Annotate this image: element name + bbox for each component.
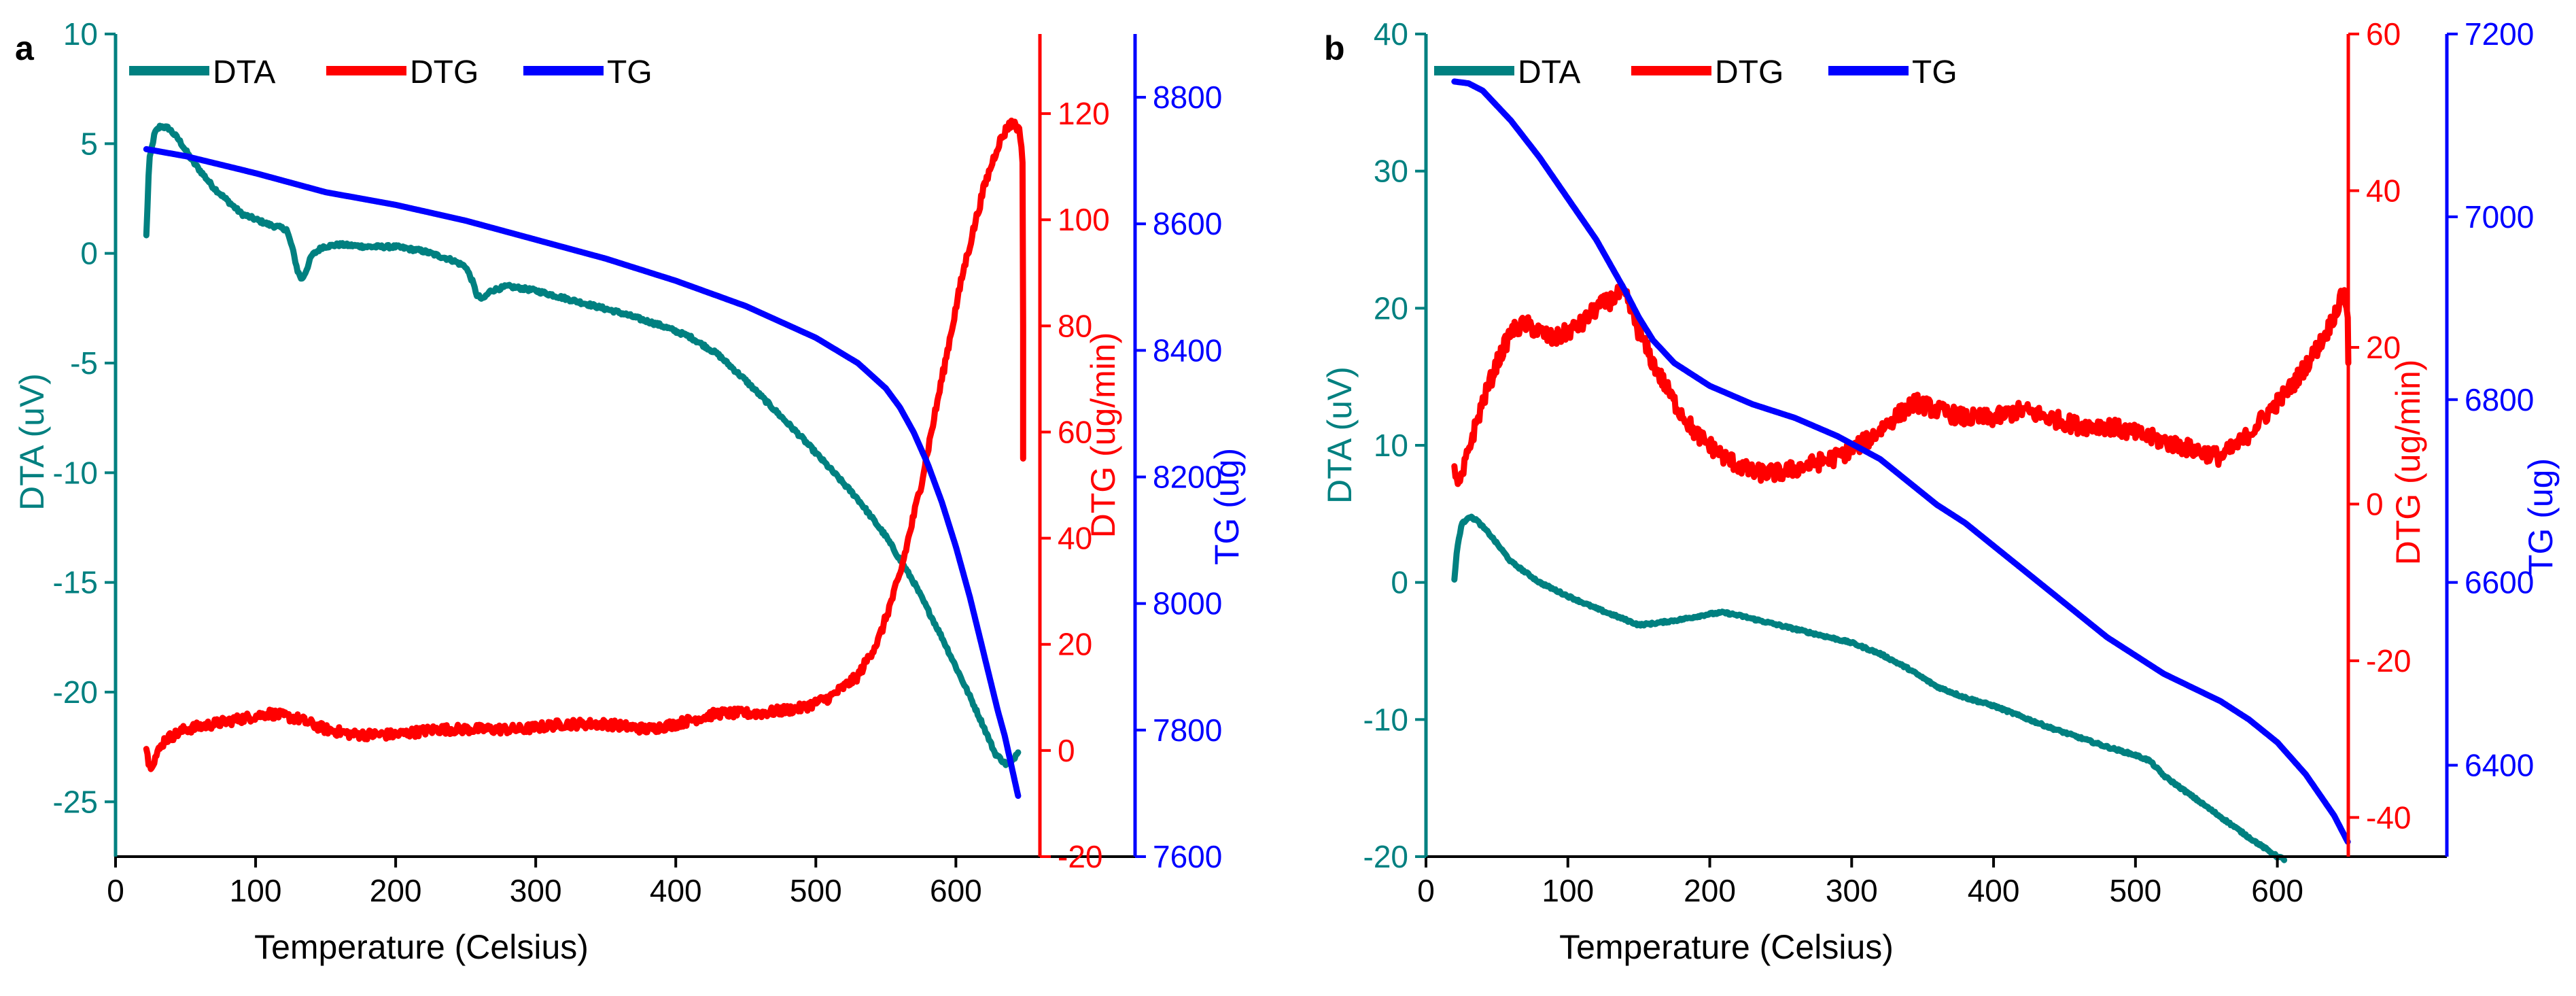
panel-b-label: b <box>1324 29 1345 67</box>
panel-b-dtg-tick-label: -40 <box>2366 800 2411 835</box>
panel-a-dta-tick-label: 0 <box>80 236 98 271</box>
panel-b-tg-curve <box>1451 78 2351 845</box>
panel-a-tg-tick-label: 8000 <box>1153 586 1222 621</box>
panel-a-dtg-tick-label: 60 <box>1058 414 1092 449</box>
panel-a-dta-curve <box>143 122 1022 768</box>
panel-a-dtg-tick-label: 120 <box>1058 96 1110 131</box>
panel-a-x-tick-label: 600 <box>930 873 982 908</box>
panel-b-dtg-tick-label: 60 <box>2366 16 2401 52</box>
panel-a-dtg-tick-label: 0 <box>1058 733 1075 768</box>
panel-b-x-tick-label: 400 <box>1968 873 2020 908</box>
panel-b-legend-dtg: DTG <box>1715 54 1783 90</box>
panel-a-x-tick-label: 400 <box>650 873 702 908</box>
panel-a-dtg-tick-label: 80 <box>1058 308 1092 343</box>
panel-a-tg-tick-label: 7600 <box>1153 839 1222 874</box>
panel-a-x-axis-title: Temperature (Celsius) <box>254 928 589 966</box>
panel-a-dtg-axis-title: DTG (ug/min) <box>1084 332 1122 538</box>
panel-a-dta-tick-label: -5 <box>70 345 98 381</box>
panel-b-dtg-curve <box>1451 282 2352 487</box>
panel-b-x-tick-label: 300 <box>1826 873 1878 908</box>
panel-b-axes: 0 100 200 300 400 500 600-20-10010203040-40-20… <box>1363 16 2535 908</box>
panel-b-x-tick-label: 600 <box>2251 873 2303 908</box>
panel-a-dta-tick-label: -25 <box>53 784 98 819</box>
panel-a-dta-tick-label: 10 <box>63 16 98 52</box>
panel-b-tg-tick-label: 7000 <box>2465 199 2534 235</box>
panel-a-dtg-tick-label: 40 <box>1058 521 1092 556</box>
panel-a-dtg-tick-label: 100 <box>1058 202 1110 237</box>
panel-b-dtg-tick-label: 40 <box>2366 173 2401 208</box>
panel-b-dta-axis-title: DTA (uV) <box>1321 366 1359 504</box>
panel-b-x-tick-label: 0 <box>1417 873 1435 908</box>
panel-b-tg-tick-label: 6600 <box>2465 565 2534 600</box>
panel-b-dtg-tick-label: -20 <box>2366 643 2411 679</box>
panel-a-legend: DTA DTG TG <box>129 54 652 90</box>
panel-a-dta-tick-label: -20 <box>53 674 98 710</box>
panel-b-dta-tick-label: 20 <box>1374 290 1408 326</box>
panel-a-dta-tick-label: -15 <box>53 565 98 600</box>
panel-a-dta-tick-label: 5 <box>80 126 98 161</box>
panel-b-plot-area <box>1451 78 2352 863</box>
panel-a-x-tick-label: 300 <box>510 873 562 908</box>
panel-b-x-tick-label: 100 <box>1542 873 1594 908</box>
panel-b-tg-axis-title: TG (ug) <box>2522 458 2560 575</box>
panel-a-tg-tick-label: 8200 <box>1153 460 1222 495</box>
panel-a-plot-area <box>143 118 1026 800</box>
panel-b-tg-tick-label: 6800 <box>2465 382 2534 417</box>
panel-a-legend-dtg: DTG <box>410 54 478 90</box>
panel-a-dtg-tick-label: -20 <box>1058 839 1102 874</box>
panel-a-tg-curve <box>143 145 1022 800</box>
panel-a-tg-tick-label: 8800 <box>1153 80 1222 115</box>
panel-a-legend-tg: TG <box>607 54 652 90</box>
panel-a-tg-tick-label: 8400 <box>1153 332 1222 368</box>
panel-b-tg-tick-label: 7200 <box>2465 16 2534 52</box>
panel-a-x-tick-label: 500 <box>790 873 842 908</box>
panel-a-tg-axis-title: TG (ug) <box>1208 448 1246 565</box>
panel-b-legend-dta: DTA <box>1518 54 1580 90</box>
panel-a-x-tick-label: 0 <box>107 873 124 908</box>
panel-a-dtg-tick-label: 20 <box>1058 627 1092 662</box>
panel-b-legend: DTA DTG TG <box>1434 54 1957 90</box>
panel-b-dta-curve <box>1451 513 2288 863</box>
panel-b-dta-tick-label: 30 <box>1374 154 1408 189</box>
panel-b-dta-tick-label: 40 <box>1374 16 1408 52</box>
panel-b-x-tick-label: 200 <box>1684 873 1736 908</box>
panel-b-dta-tick-label: 10 <box>1374 428 1408 463</box>
panel-a-tg-tick-label: 8600 <box>1153 206 1222 241</box>
panel-a-x-tick-label: 200 <box>370 873 422 908</box>
panel-b-dtg-tick-label: 20 <box>2366 330 2401 365</box>
panel-b-dta-tick-label: -10 <box>1363 702 1408 737</box>
panel-a-axes: 0 100 200 300 400 500 600-25-20-15-10-50510-20… <box>53 16 1223 908</box>
panel-a: a 0 100 200 300 400 500 600-25-20-15-10-50510-… <box>13 16 1246 966</box>
panel-b-x-axis-title: Temperature (Celsius) <box>1559 928 1894 966</box>
panel-a-dta-axis-title: DTA (uV) <box>13 373 51 511</box>
panel-a-tg-tick-label: 7800 <box>1153 712 1222 748</box>
panel-a-x-tick-label: 100 <box>230 873 282 908</box>
panel-b-tg-tick-label: 6400 <box>2465 748 2534 783</box>
panel-b-dta-tick-label: -20 <box>1363 839 1408 874</box>
panel-b: b 0 100 200 300 400 500 600-20-10010203040-40-… <box>1321 16 2560 966</box>
panel-b-x-tick-label: 500 <box>2109 873 2161 908</box>
panel-b-legend-tg: TG <box>1912 54 1957 90</box>
panel-a-label: a <box>15 29 35 67</box>
panel-a-dtg-curve <box>143 118 1026 772</box>
panel-b-dtg-tick-label: 0 <box>2366 486 2384 521</box>
panel-b-dtg-axis-title: DTG (ug/min) <box>2389 360 2427 566</box>
panel-b-dta-tick-label: 0 <box>1391 565 1408 600</box>
panel-a-dta-tick-label: -10 <box>53 455 98 490</box>
panel-a-legend-dta: DTA <box>213 54 275 90</box>
